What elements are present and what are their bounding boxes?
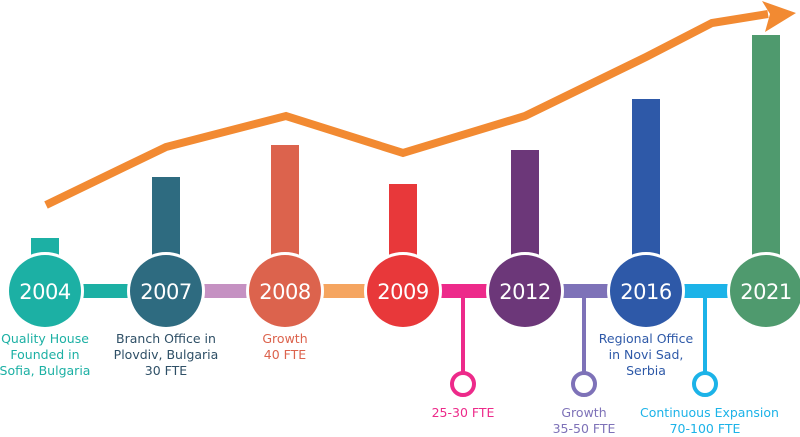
- milestone-year: 2021: [740, 280, 791, 304]
- label-line: Growth: [262, 331, 308, 346]
- trend-line: [44, 10, 769, 209]
- label-line: 30 FTE: [144, 363, 188, 378]
- label-line: Plovdiv, Bulgaria: [113, 347, 219, 362]
- milestone-2021: 2021: [727, 252, 800, 330]
- label-line: 35-50 FTE: [552, 421, 616, 436]
- milestone-circle: [249, 255, 321, 327]
- milestone-2012: 2012: [486, 252, 564, 330]
- trend-arrowhead-icon: [762, 1, 796, 32]
- milestone-label-2016: Regional Office in Novi Sad, Serbia: [581, 331, 711, 379]
- label-line: in Novi Sad,: [608, 347, 684, 362]
- connector-2007-2008: [200, 284, 251, 298]
- label-line: 40 FTE: [263, 347, 307, 362]
- milestone-2009: 2009: [364, 252, 442, 330]
- milestone-circle: [130, 255, 202, 327]
- label-line: 25-30 FTE: [431, 405, 495, 420]
- milestone-circle: [610, 255, 682, 327]
- pin-marker: [571, 371, 597, 397]
- milestone-label-2008: Growth 40 FTE: [220, 331, 350, 363]
- label-line: Founded in: [10, 347, 80, 362]
- pin-marker: [450, 371, 476, 397]
- milestone-2016: 2016: [607, 252, 685, 330]
- pin-marker: [692, 371, 718, 397]
- label-line: Continuous Expansion: [640, 405, 779, 420]
- milestone-2004: 2004: [6, 252, 84, 330]
- label-line: 70-100 FTE: [669, 421, 741, 436]
- bar-2021: [752, 35, 780, 291]
- label-line: Branch Office in: [116, 331, 216, 346]
- label-line: Serbia: [626, 363, 666, 378]
- milestone-year: 2004: [19, 280, 71, 304]
- milestone-circle: [489, 255, 561, 327]
- milestone-year: 2009: [377, 280, 428, 304]
- milestone-2007: 2007: [127, 252, 205, 330]
- label-line: Sofia, Bulgaria: [0, 363, 91, 378]
- label-line: Growth: [561, 405, 607, 420]
- label-line: Regional Office: [598, 331, 694, 346]
- milestone-circle: [367, 255, 439, 327]
- milestone-year: 2007: [140, 280, 191, 304]
- milestone-label-2021: Continuous Expansion 70-100 FTE: [640, 405, 779, 437]
- milestone-label-2004: Quality House Founded in Sofia, Bulgaria: [0, 331, 110, 379]
- label-line: Quality House: [1, 331, 89, 346]
- connector-2004-2007: [79, 284, 132, 298]
- milestone-year: 2012: [499, 280, 550, 304]
- connector-2008-2009: [319, 284, 369, 298]
- milestone-year: 2008: [259, 280, 310, 304]
- milestone-2008: 2008: [246, 252, 324, 330]
- milestone-label-2012: Growth 35-50 FTE: [519, 405, 649, 437]
- milestone-circle: [730, 255, 800, 327]
- milestone-year: 2016: [620, 280, 672, 304]
- milestone-label-2007: Branch Office in Plovdiv, Bulgaria 30 FTE: [101, 331, 231, 379]
- milestone-label-2009: 25-30 FTE: [398, 405, 528, 421]
- milestone-circle: [9, 255, 81, 327]
